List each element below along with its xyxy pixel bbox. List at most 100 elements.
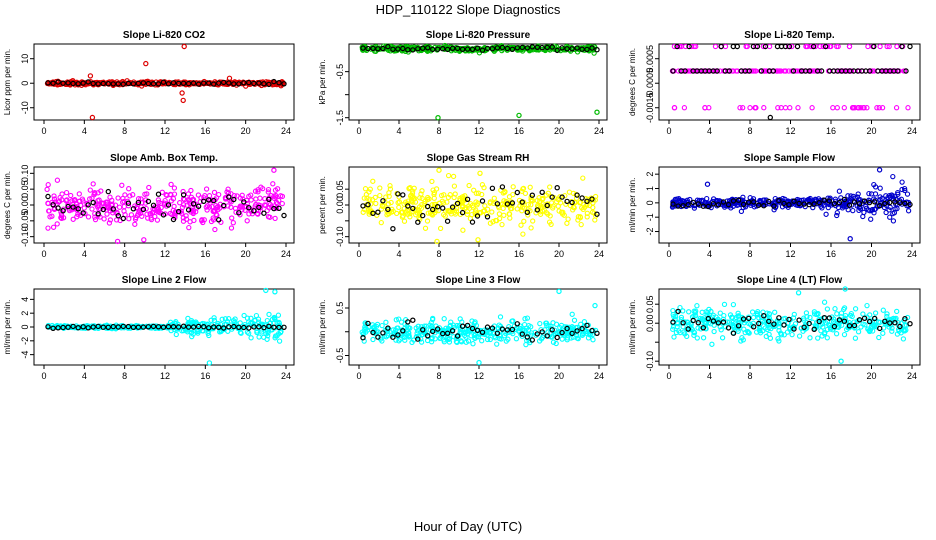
data-point [721,301,728,308]
data-point [381,203,387,209]
black-point [762,43,769,50]
y-tick-label: 0.05 [20,180,30,198]
black-point [751,324,757,330]
data-point [884,43,890,50]
data-point [815,335,821,341]
y-tick-label: 0 [20,324,30,329]
x-tick-label: 12 [474,126,484,136]
black-point [569,330,575,337]
data-point [228,225,235,231]
data-point [750,314,757,321]
black-point [60,80,66,86]
data-point [564,337,570,343]
data-point [509,44,516,51]
black-point [370,329,376,336]
data-point [681,329,687,335]
data-point [415,323,421,329]
data-point [367,196,373,202]
data-point [550,205,556,211]
black-point [85,202,91,208]
black-point [489,185,496,191]
outlier-point [435,114,441,121]
black-point [534,207,541,213]
black-point [776,315,782,321]
data-point [373,200,379,207]
data-point [905,105,911,111]
data-point [178,208,184,214]
data-point [253,312,260,319]
data-point [465,328,471,334]
black-point [882,318,888,324]
black-point [594,211,600,217]
black-point [195,203,202,209]
x-tick-label: 8 [747,371,752,381]
y-axis-label: percent per min. [318,176,327,234]
data-point [104,211,110,217]
black-point [579,46,585,52]
data-point [51,193,57,199]
black-point [594,330,600,336]
black-point [866,318,873,325]
data-point [462,196,468,203]
data-point [740,337,746,343]
data-point [778,332,785,338]
data-point [820,43,826,50]
data-point [830,105,836,111]
black-point [895,68,901,74]
data-point [130,192,136,198]
data-point [765,321,772,328]
x-tick-label: 24 [594,249,604,259]
data-point [671,313,677,320]
data-point [766,311,773,317]
black-point [710,318,717,324]
data-point [216,191,222,198]
black-point [190,324,197,330]
black-point [806,320,812,327]
black-point [770,68,777,74]
data-point [368,201,374,207]
black-point [449,204,456,210]
panel-title: Slope Line 4 (LT) Flow [737,275,843,286]
black-point [574,192,580,198]
black-point [70,204,76,210]
x-tick-label: 8 [436,249,441,259]
black-point [70,323,76,330]
x-tick-label: 20 [241,126,251,136]
data-point [688,321,694,328]
data-point [688,43,695,50]
data-point [226,316,232,322]
data-point [272,215,278,222]
y-tick-label: 0 [645,200,655,205]
outlier-point [477,170,483,176]
data-point [782,105,789,111]
data-point [168,181,174,188]
data-point [257,195,263,201]
black-point [200,198,207,204]
black-point [519,44,526,51]
data-point [722,324,729,330]
black-point [861,315,868,321]
data-point [509,318,515,324]
data-point [692,68,698,74]
data-point [214,212,220,218]
data-point [884,311,890,317]
y-axis-label: ml/min per min. [628,300,637,355]
data-point [450,322,457,328]
x-tick-label: 0 [356,249,361,259]
black-point [851,199,858,205]
data-point [451,183,458,189]
black-point [459,323,466,329]
x-tick-label: 20 [554,371,564,381]
black-point [251,208,257,214]
black-point [554,47,560,54]
y-tick-label: -0.10 [20,226,30,247]
data-point [365,207,372,213]
data-point [212,226,218,233]
data-point [580,175,586,181]
black-point [474,213,481,219]
data-point [838,310,845,316]
data-point [691,332,697,338]
data-point [150,209,156,215]
data-point [889,328,895,334]
y-tick-label: 1 [645,186,655,191]
